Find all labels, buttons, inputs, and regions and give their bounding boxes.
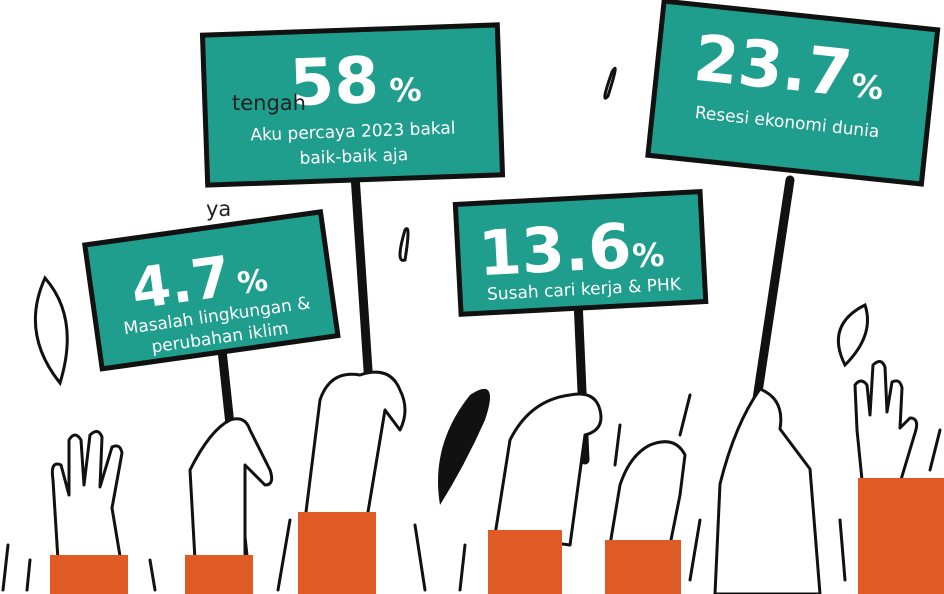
sign-unit: % (849, 66, 885, 107)
sign: 23.7 % Resesi ekonomi dunia (648, 1, 938, 184)
sleeve (605, 540, 681, 594)
sign-caption: baik-baik aja (299, 145, 408, 169)
sleeve (185, 555, 253, 594)
sleeve (488, 530, 562, 594)
hand (190, 419, 272, 565)
drop (438, 389, 490, 505)
drop (838, 305, 867, 365)
hand (610, 442, 685, 545)
sign-unit: % (631, 236, 665, 276)
drop (35, 278, 67, 383)
intro-line: ya (206, 197, 231, 221)
hand (855, 361, 917, 483)
sign: 4.7 % Masalah lingkungan & perubahan ikl… (85, 212, 338, 369)
drop (400, 229, 408, 261)
intro-line: tengah (232, 91, 306, 115)
illustration: ekonomi ya 58 % Aku percaya 2023 bakal b… (0, 0, 944, 594)
sign: 13.6 % Susah cari kerja & PHK (455, 192, 705, 315)
drop (605, 68, 615, 98)
sleeve (858, 478, 944, 594)
sleeve (50, 555, 128, 594)
hand (495, 394, 601, 545)
sleeve (298, 512, 376, 594)
hand (52, 431, 122, 568)
hand (715, 389, 820, 594)
sign-unit: % (389, 71, 422, 110)
hand (305, 372, 405, 530)
sign-unit: % (235, 263, 270, 302)
